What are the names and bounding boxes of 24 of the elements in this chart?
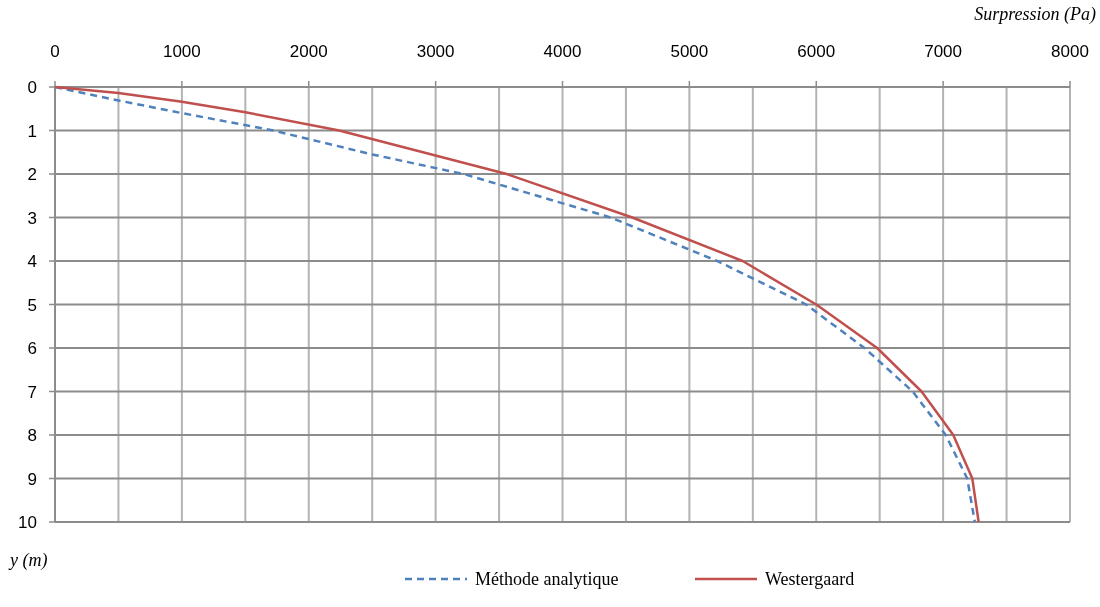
legend-label: Méthode analytique: [475, 569, 619, 589]
x-tick-label: 4000: [543, 42, 582, 61]
y-tick-label: 0: [27, 78, 37, 97]
x-tick-label: 2000: [289, 42, 328, 61]
y-tick-label: 2: [27, 165, 37, 184]
y-tick-label: 4: [27, 252, 37, 271]
y-tick-label: 9: [27, 469, 37, 489]
x-tick-label: 3000: [416, 42, 455, 61]
y-tick-label: 7: [27, 382, 37, 402]
y-tick-label: 10: [18, 513, 37, 532]
x-tick-label: 7000: [924, 42, 963, 61]
x-tick-label: 6000: [797, 42, 836, 61]
x-tick-label: 1000: [162, 42, 201, 61]
y-tick-label: 6: [27, 339, 37, 358]
y-axis-title: y (m): [8, 550, 48, 571]
legend-label: Westergaard: [765, 569, 855, 589]
y-tick-label: 5: [27, 295, 37, 315]
y-tick-label: 3: [27, 208, 37, 228]
y-tick-label: 1: [27, 121, 37, 141]
x-axis-title: Surpression (Pa): [974, 4, 1096, 25]
x-tick-label: 5000: [670, 42, 709, 61]
x-tick-label: 8000: [1051, 42, 1089, 61]
y-tick-label: 8: [27, 426, 37, 445]
x-tick-label: 0: [50, 42, 60, 61]
